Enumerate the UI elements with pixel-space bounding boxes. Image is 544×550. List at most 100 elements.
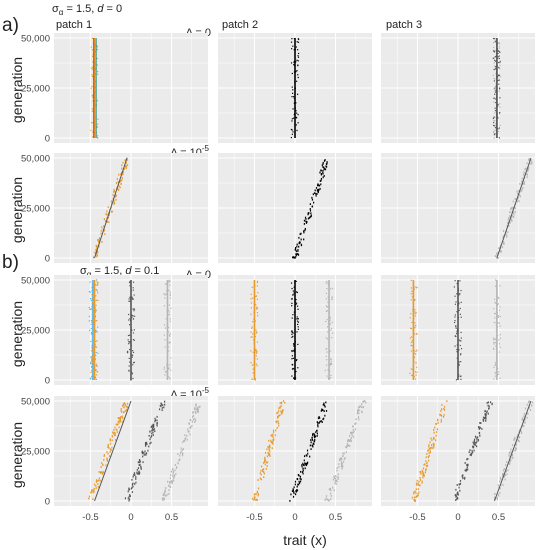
data-point (495, 97, 498, 99)
data-point (328, 299, 330, 301)
data-point (167, 484, 170, 487)
data-point (257, 487, 260, 490)
data-point (522, 419, 524, 422)
data-point (326, 375, 328, 377)
data-point (493, 312, 496, 314)
data-point (90, 129, 92, 131)
data-point (166, 363, 168, 365)
data-point (269, 446, 271, 449)
data-point (98, 241, 100, 243)
data-point (330, 336, 333, 339)
data-point (499, 76, 501, 78)
data-point (352, 431, 354, 434)
data-point (414, 309, 416, 311)
data-point (189, 426, 191, 429)
data-point (88, 495, 91, 498)
data-point (95, 320, 97, 322)
data-point (522, 182, 524, 185)
data-point (150, 436, 152, 439)
data-point (453, 321, 456, 324)
data-point (456, 344, 458, 346)
data-point (417, 494, 419, 497)
data-point (499, 325, 501, 327)
data-point (90, 87, 92, 89)
data-point (440, 414, 442, 416)
data-point (195, 405, 197, 407)
data-point (496, 116, 498, 118)
data-point (415, 492, 417, 494)
data-point (161, 403, 163, 406)
data-point (296, 320, 299, 322)
data-point (484, 416, 486, 419)
data-point (107, 446, 109, 449)
data-point (253, 363, 255, 365)
data-point (297, 253, 299, 256)
x-tick-label: -0.5 (246, 512, 262, 523)
data-point (118, 189, 120, 191)
data-point (496, 374, 498, 376)
data-point (319, 171, 321, 174)
data-point (166, 493, 168, 496)
data-point (275, 429, 277, 432)
data-point (132, 475, 134, 478)
data-point (120, 416, 122, 419)
data-point (299, 241, 301, 244)
data-point (495, 73, 497, 75)
data-point (291, 355, 293, 357)
data-point (167, 309, 169, 311)
data-point (457, 288, 460, 290)
data-point (272, 433, 274, 436)
data-point (465, 470, 467, 472)
data-point (113, 191, 115, 193)
data-point (94, 251, 96, 254)
data-point (521, 417, 524, 420)
data-point (493, 62, 495, 64)
data-point (472, 445, 474, 448)
data-point (268, 448, 270, 451)
data-point (327, 296, 329, 298)
data-point (497, 75, 499, 77)
data-point (166, 290, 168, 292)
data-point (295, 124, 297, 126)
data-point (413, 357, 415, 359)
data-point (498, 127, 500, 129)
data-point (508, 452, 510, 455)
data-point (304, 467, 306, 470)
data-point (191, 420, 193, 423)
data-point (329, 317, 331, 319)
data-point (130, 290, 132, 292)
data-point (330, 360, 332, 363)
data-point (265, 461, 268, 464)
data-point (92, 66, 94, 68)
data-point (493, 321, 495, 324)
data-point (92, 355, 94, 358)
data-point (166, 372, 168, 374)
data-point (296, 485, 298, 488)
data-point (526, 173, 529, 176)
data-point (422, 470, 424, 473)
data-point (279, 406, 281, 409)
data-point (300, 238, 302, 241)
data-point (135, 478, 137, 480)
data-point (146, 443, 148, 446)
data-point (344, 457, 346, 459)
data-point (328, 320, 330, 323)
data-point (496, 76, 499, 78)
data-point (91, 110, 94, 112)
data-point (100, 232, 102, 235)
data-point (102, 228, 104, 231)
data-point (458, 374, 460, 376)
data-point (416, 366, 418, 368)
data-point (107, 216, 109, 219)
data-point (280, 410, 283, 413)
data-point (92, 323, 95, 325)
data-point (303, 463, 305, 466)
data-point (518, 194, 521, 196)
data-point (507, 231, 509, 233)
data-point (91, 489, 93, 492)
data-point (292, 350, 295, 352)
data-point (414, 315, 416, 317)
data-point (91, 361, 94, 363)
data-point (497, 73, 500, 76)
data-point (523, 412, 525, 415)
